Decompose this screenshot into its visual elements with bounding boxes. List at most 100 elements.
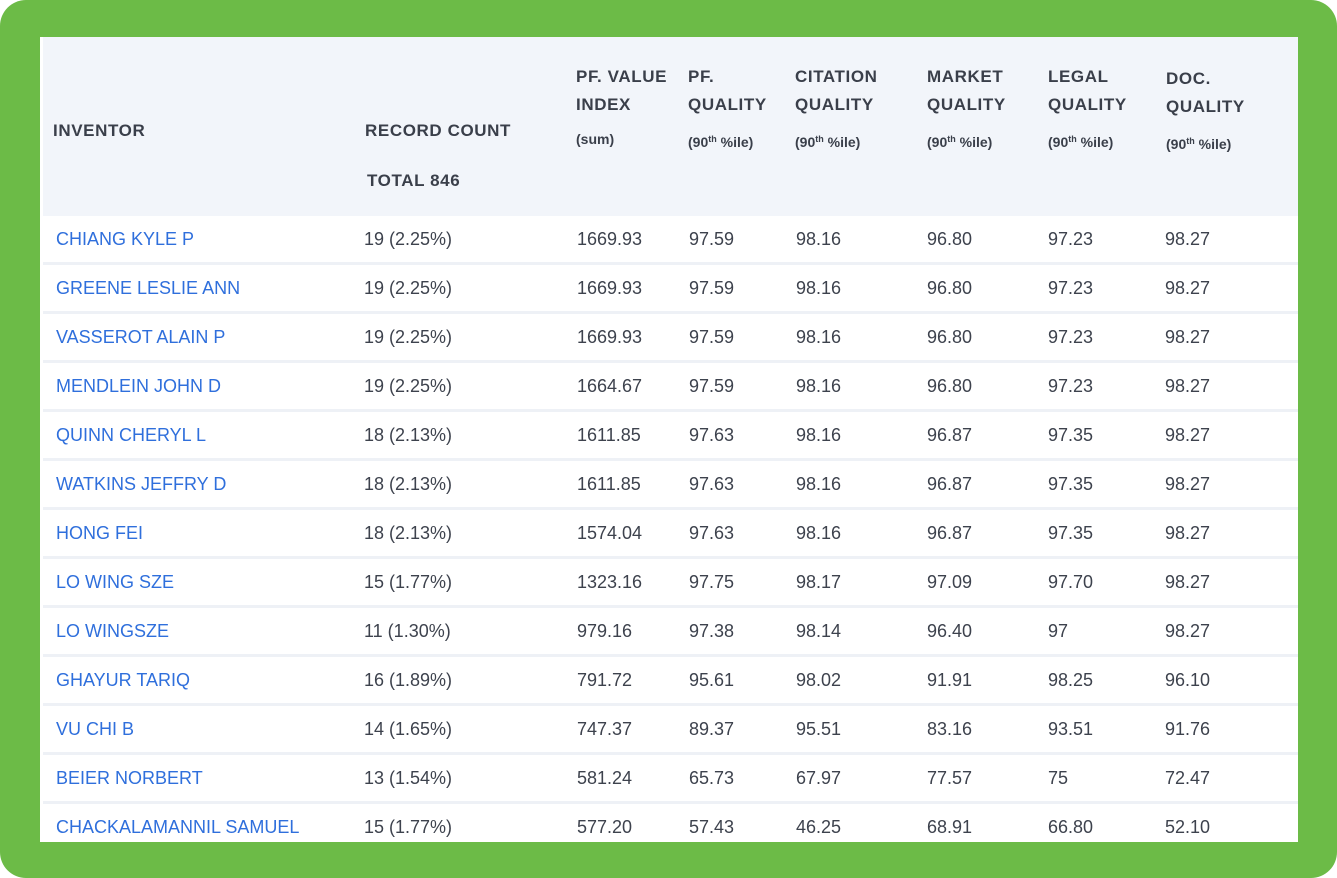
table-row: GREENE LESLIE ANN 19 (2.25%) 1669.93 97.59 9… (43, 265, 1298, 314)
header-pf-quality[interactable]: PF. QUALITY (90th %ile) (688, 63, 767, 156)
inventor-link[interactable]: LO WING SZE (56, 572, 175, 592)
header-sub: (sum) (576, 131, 615, 147)
inventor-link[interactable]: MENDLEIN JOHN D (56, 376, 222, 396)
table-row: CHACKALAMANNIL SAMUEL 15 (1.77%) 577.20 57.… (43, 804, 1298, 842)
header-line1: PF. (688, 67, 715, 86)
market-quality-cell: 97.09 (927, 572, 973, 592)
citation-quality-cell: 98.16 (796, 327, 842, 347)
header-sub: (90th %ile) (795, 134, 861, 150)
header-sub: (90th %ile) (1048, 134, 1114, 150)
pf-quality-cell: 97.75 (689, 572, 735, 592)
table-row: LO WINGSZE 11 (1.30%) 979.16 97.38 98.14 96.4… (43, 608, 1298, 657)
pf-quality-cell: 97.59 (689, 229, 735, 249)
market-quality-cell: 96.87 (927, 523, 973, 543)
market-quality-cell: 96.80 (927, 229, 973, 249)
record-count-cell: 15 (1.77%) (364, 572, 453, 592)
legal-quality-cell: 97.35 (1048, 523, 1094, 543)
header-sub: (90th %ile) (688, 134, 754, 150)
value-index-cell: 1611.85 (577, 425, 641, 445)
market-quality-cell: 96.40 (927, 621, 973, 641)
header-record-count[interactable]: RECORD COUNT (365, 117, 511, 145)
value-index-cell: 1664.67 (577, 376, 643, 396)
header-sub: (90th %ile) (927, 134, 993, 150)
inventor-link[interactable]: BEIER NORBERT (56, 768, 203, 788)
legal-quality-cell: 97.23 (1048, 327, 1094, 347)
header-line1: CITATION (795, 67, 878, 86)
doc-quality-cell: 98.27 (1165, 327, 1211, 347)
citation-quality-cell: 98.16 (796, 523, 842, 543)
inventor-link[interactable]: HONG FEI (56, 523, 144, 543)
legal-quality-cell: 97.70 (1048, 572, 1094, 592)
pf-quality-cell: 97.38 (689, 621, 735, 641)
table-row: WATKINS JEFFRY D 18 (2.13%) 1611.85 97.63 98… (43, 461, 1298, 510)
header-inventor-label: INVENTOR (53, 121, 146, 140)
market-quality-cell: 77.57 (927, 768, 973, 788)
header-line2: QUALITY (927, 95, 1006, 114)
header-legal-quality[interactable]: LEGAL QUALITY (90th %ile) (1048, 63, 1127, 156)
inventor-link[interactable]: VU CHI B (56, 719, 135, 739)
header-line1: PF. VALUE (576, 67, 668, 86)
value-index-cell: 1611.85 (577, 474, 641, 494)
inventor-link[interactable]: WATKINS JEFFRY D (56, 474, 227, 494)
header-doc-quality[interactable]: DOC. QUALITY (90th %ile) (1166, 65, 1245, 158)
value-index-cell: 1323.16 (577, 572, 643, 592)
citation-quality-cell: 98.17 (796, 572, 842, 592)
header-line2: QUALITY (1166, 97, 1245, 116)
value-index-cell: 747.37 (577, 719, 633, 739)
inventor-link[interactable]: GREENE LESLIE ANN (56, 278, 241, 298)
record-count-cell: 13 (1.54%) (364, 768, 453, 788)
pf-quality-cell: 97.63 (689, 425, 735, 445)
header-value-index[interactable]: PF. VALUE INDEX (sum) (576, 63, 667, 153)
pf-quality-cell: 57.43 (689, 817, 735, 837)
header-line2: QUALITY (688, 95, 767, 114)
citation-quality-cell: 98.16 (796, 474, 842, 494)
market-quality-cell: 96.87 (927, 474, 973, 494)
market-quality-cell: 91.91 (927, 670, 973, 690)
citation-quality-cell: 98.16 (796, 229, 842, 249)
header-market-quality[interactable]: MARKET QUALITY (90th %ile) (927, 63, 1006, 156)
record-count-cell: 18 (2.13%) (364, 425, 453, 445)
table-row: CHIANG KYLE P 19 (2.25%) 1669.93 97.59 98.16… (43, 216, 1298, 265)
doc-quality-cell: 91.76 (1165, 719, 1211, 739)
citation-quality-cell: 98.14 (796, 621, 842, 641)
record-count-cell: 18 (2.13%) (364, 523, 453, 543)
inventor-table: INVENTOR RECORD COUNT PF. VALUE INDEX (s… (40, 37, 1298, 842)
inventor-link[interactable]: CHIANG KYLE P (56, 229, 195, 249)
header-line2: QUALITY (1048, 95, 1127, 114)
citation-quality-cell: 67.97 (796, 768, 842, 788)
pf-quality-cell: 97.59 (689, 327, 735, 347)
header-record-count-label: RECORD COUNT (365, 121, 512, 140)
market-quality-cell: 68.91 (927, 817, 973, 837)
citation-quality-cell: 98.16 (796, 278, 842, 298)
table-row: VASSEROT ALAIN P 19 (2.25%) 1669.93 97.59 98… (43, 314, 1298, 363)
header-inventor[interactable]: INVENTOR (53, 117, 145, 145)
header-line1: LEGAL (1048, 67, 1109, 86)
inventor-link[interactable]: VASSEROT ALAIN P (56, 327, 226, 347)
value-index-cell: 1669.93 (577, 278, 643, 298)
record-count-cell: 11 (1.30%) (364, 621, 451, 641)
market-quality-cell: 96.87 (927, 425, 973, 445)
header-line1: DOC. (1166, 69, 1211, 88)
market-quality-cell: 83.16 (927, 719, 973, 739)
citation-quality-cell: 98.02 (796, 670, 842, 690)
record-count-cell: 16 (1.89%) (364, 670, 453, 690)
doc-quality-cell: 98.27 (1165, 523, 1211, 543)
inventor-link[interactable]: CHACKALAMANNIL SAMUEL (56, 817, 300, 837)
header-sub: (90th %ile) (1166, 136, 1232, 152)
record-count-cell: 15 (1.77%) (364, 817, 453, 837)
doc-quality-cell: 72.47 (1165, 768, 1211, 788)
pf-quality-cell: 97.59 (689, 376, 735, 396)
inventor-link[interactable]: LO WINGSZE (56, 621, 170, 641)
doc-quality-cell: 98.27 (1165, 425, 1211, 445)
doc-quality-cell: 98.27 (1165, 376, 1211, 396)
legal-quality-cell: 97.23 (1048, 376, 1094, 396)
record-count-cell: 19 (2.25%) (364, 376, 453, 396)
market-quality-cell: 96.80 (927, 278, 973, 298)
legal-quality-cell: 75 (1048, 768, 1069, 788)
doc-quality-cell: 96.10 (1165, 670, 1211, 690)
legal-quality-cell: 97.35 (1048, 425, 1094, 445)
header-citation-quality[interactable]: CITATION QUALITY (90th %ile) (795, 63, 878, 156)
inventor-link[interactable]: GHAYUR TARIQ (56, 670, 191, 690)
inventor-link[interactable]: QUINN CHERYL L (56, 425, 207, 445)
citation-quality-cell: 98.16 (796, 376, 842, 396)
